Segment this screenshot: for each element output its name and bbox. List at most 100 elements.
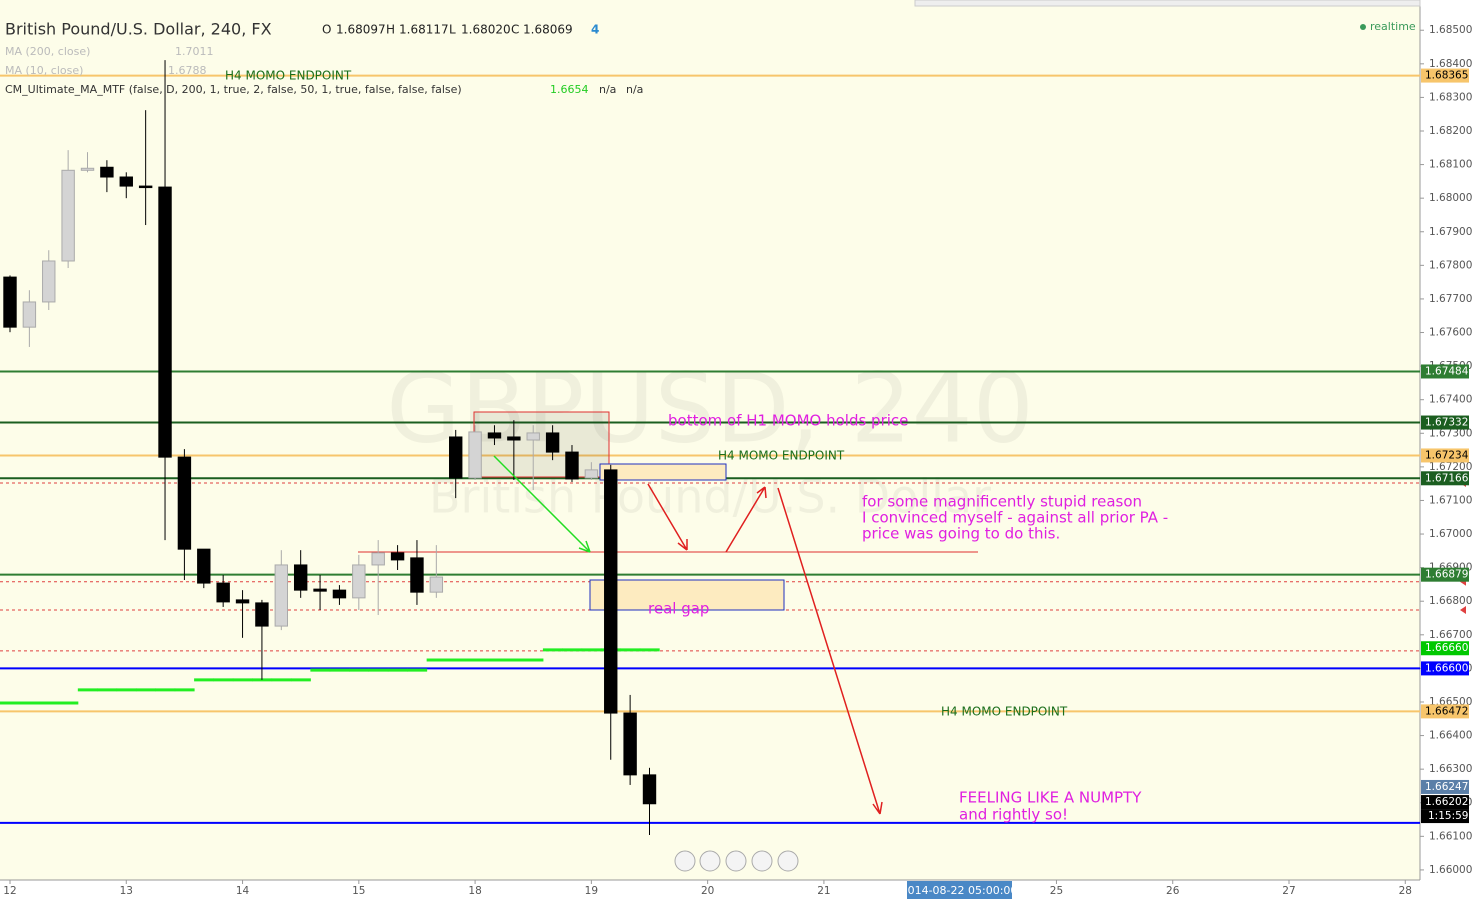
arrow <box>725 486 767 553</box>
candle-body <box>487 432 502 439</box>
box <box>599 463 727 481</box>
price-tag <box>1421 661 1469 676</box>
y-tick-label: 1.68500 <box>1429 24 1472 36</box>
candle-body <box>42 260 56 303</box>
candle-body <box>80 167 95 171</box>
arrow <box>647 483 688 551</box>
price-tag <box>1421 471 1469 486</box>
indicator-value: n/a <box>599 83 616 96</box>
indicator-value: 1.6654 <box>550 83 589 96</box>
price-tag-label: 1.66660 <box>1425 642 1468 654</box>
price-tag-label: 1.66600 <box>1425 662 1468 674</box>
y-tick-label: 1.67400 <box>1429 394 1472 406</box>
status: realtime <box>1370 20 1416 33</box>
candle-body <box>177 456 192 550</box>
candle-body <box>429 576 444 593</box>
y-tick-label: 1.68400 <box>1429 58 1472 70</box>
candle-body <box>352 564 366 599</box>
box <box>589 579 785 611</box>
y-tick-label: 1.67000 <box>1429 528 1472 540</box>
candle-body <box>332 589 347 599</box>
level-marker <box>1460 605 1466 614</box>
indicator-name[interactable]: MA (200, close) <box>5 45 90 58</box>
y-tick-label: 1.66800 <box>1429 595 1472 607</box>
y-tick-label: 1.68200 <box>1429 125 1472 137</box>
candle-body <box>526 432 540 441</box>
ohlc-value: 1.68117 <box>399 23 449 37</box>
candle-body <box>642 774 657 805</box>
annotation: and rightly so! <box>959 806 1068 824</box>
nav-button[interactable] <box>674 850 696 872</box>
x-tick-label: 14 <box>236 885 250 897</box>
annotation: FEELING LIKE A NUMPTY <box>959 789 1142 807</box>
y-tick-label: 1.67700 <box>1429 293 1472 305</box>
y-tick-label: 1.67900 <box>1429 226 1472 238</box>
nav-button[interactable] <box>777 850 799 872</box>
countdown: 1:15:59 <box>1428 810 1468 822</box>
candle-body <box>390 552 405 561</box>
nav-button[interactable] <box>725 850 747 872</box>
candle-body <box>100 166 114 178</box>
y-tick-label: 1.67800 <box>1429 259 1472 271</box>
candle-body <box>197 548 211 584</box>
price-tag <box>1421 704 1469 719</box>
candle-body <box>22 301 37 328</box>
ohlc-label: H <box>386 23 395 37</box>
nav-buttons <box>674 850 799 872</box>
indicator-name[interactable]: MA (10, close) <box>5 64 83 77</box>
price-tag <box>1421 415 1469 430</box>
chart-title: British Pound/U.S. Dollar, 240, FX <box>5 20 272 39</box>
ohlc-value: 1.68069 <box>523 23 573 37</box>
price-tag-label: 1.66202 <box>1425 796 1468 808</box>
candle-body <box>255 602 269 627</box>
price-tag <box>1421 795 1469 810</box>
alert-count[interactable]: 4 <box>591 23 599 37</box>
nav-button[interactable] <box>699 850 721 872</box>
annotation: I convinced myself - against all prior P… <box>862 509 1168 527</box>
x-tick-label: 27 <box>1282 885 1295 897</box>
time-axis <box>0 880 1420 903</box>
annotation: real gap <box>648 600 709 618</box>
ohlc-label: L <box>449 23 456 37</box>
price-tag-label: 1.67166 <box>1425 472 1469 484</box>
price-tag-label: 1.67234 <box>1425 449 1469 461</box>
candle-body <box>449 436 463 479</box>
y-tick-label: 1.67300 <box>1429 427 1472 439</box>
price-tag <box>1421 567 1469 582</box>
ohlc-label: O <box>322 23 331 37</box>
price-tag-label: 1.68365 <box>1425 70 1468 82</box>
candle-body <box>410 557 424 593</box>
candle-body <box>584 469 599 479</box>
y-tick-label: 1.66000 <box>1429 864 1472 876</box>
y-tick-label: 1.66100 <box>1429 830 1472 842</box>
candle-body <box>293 564 308 591</box>
y-tick-label: 1.66300 <box>1429 763 1472 775</box>
ohlc-label: C <box>511 23 519 37</box>
price-tag-label: 1.66879 <box>1425 569 1468 581</box>
candle-body <box>158 186 172 458</box>
y-tick-label: 1.67200 <box>1429 461 1472 473</box>
arrows <box>493 455 883 815</box>
candle-body <box>545 432 560 453</box>
candle-body <box>371 552 385 566</box>
indicator-name[interactable]: CM_Ultimate_MA_MTF (false, D, 200, 1, tr… <box>5 83 462 96</box>
y-tick-label: 1.66400 <box>1429 730 1472 742</box>
candle-body <box>61 169 75 262</box>
plot-background <box>0 0 1420 880</box>
candle-body <box>313 588 327 592</box>
price-tag <box>1421 779 1469 794</box>
price-tag <box>1421 448 1469 463</box>
x-tick-label: 21 <box>817 885 830 897</box>
price-tag <box>1421 641 1469 656</box>
y-tick-label: 1.67100 <box>1429 494 1472 506</box>
y-tick-label: 1.68000 <box>1429 192 1472 204</box>
price-tag-label: 1.66472 <box>1425 705 1468 717</box>
indicator-value: 1.6788 <box>168 64 207 77</box>
candle-body <box>623 712 637 776</box>
annotation: for some magnificently stupid reason <box>862 493 1142 511</box>
nav-button[interactable] <box>751 850 773 872</box>
x-tick-label: 26 <box>1166 885 1180 897</box>
box <box>473 411 610 478</box>
toolbar <box>914 0 1421 7</box>
